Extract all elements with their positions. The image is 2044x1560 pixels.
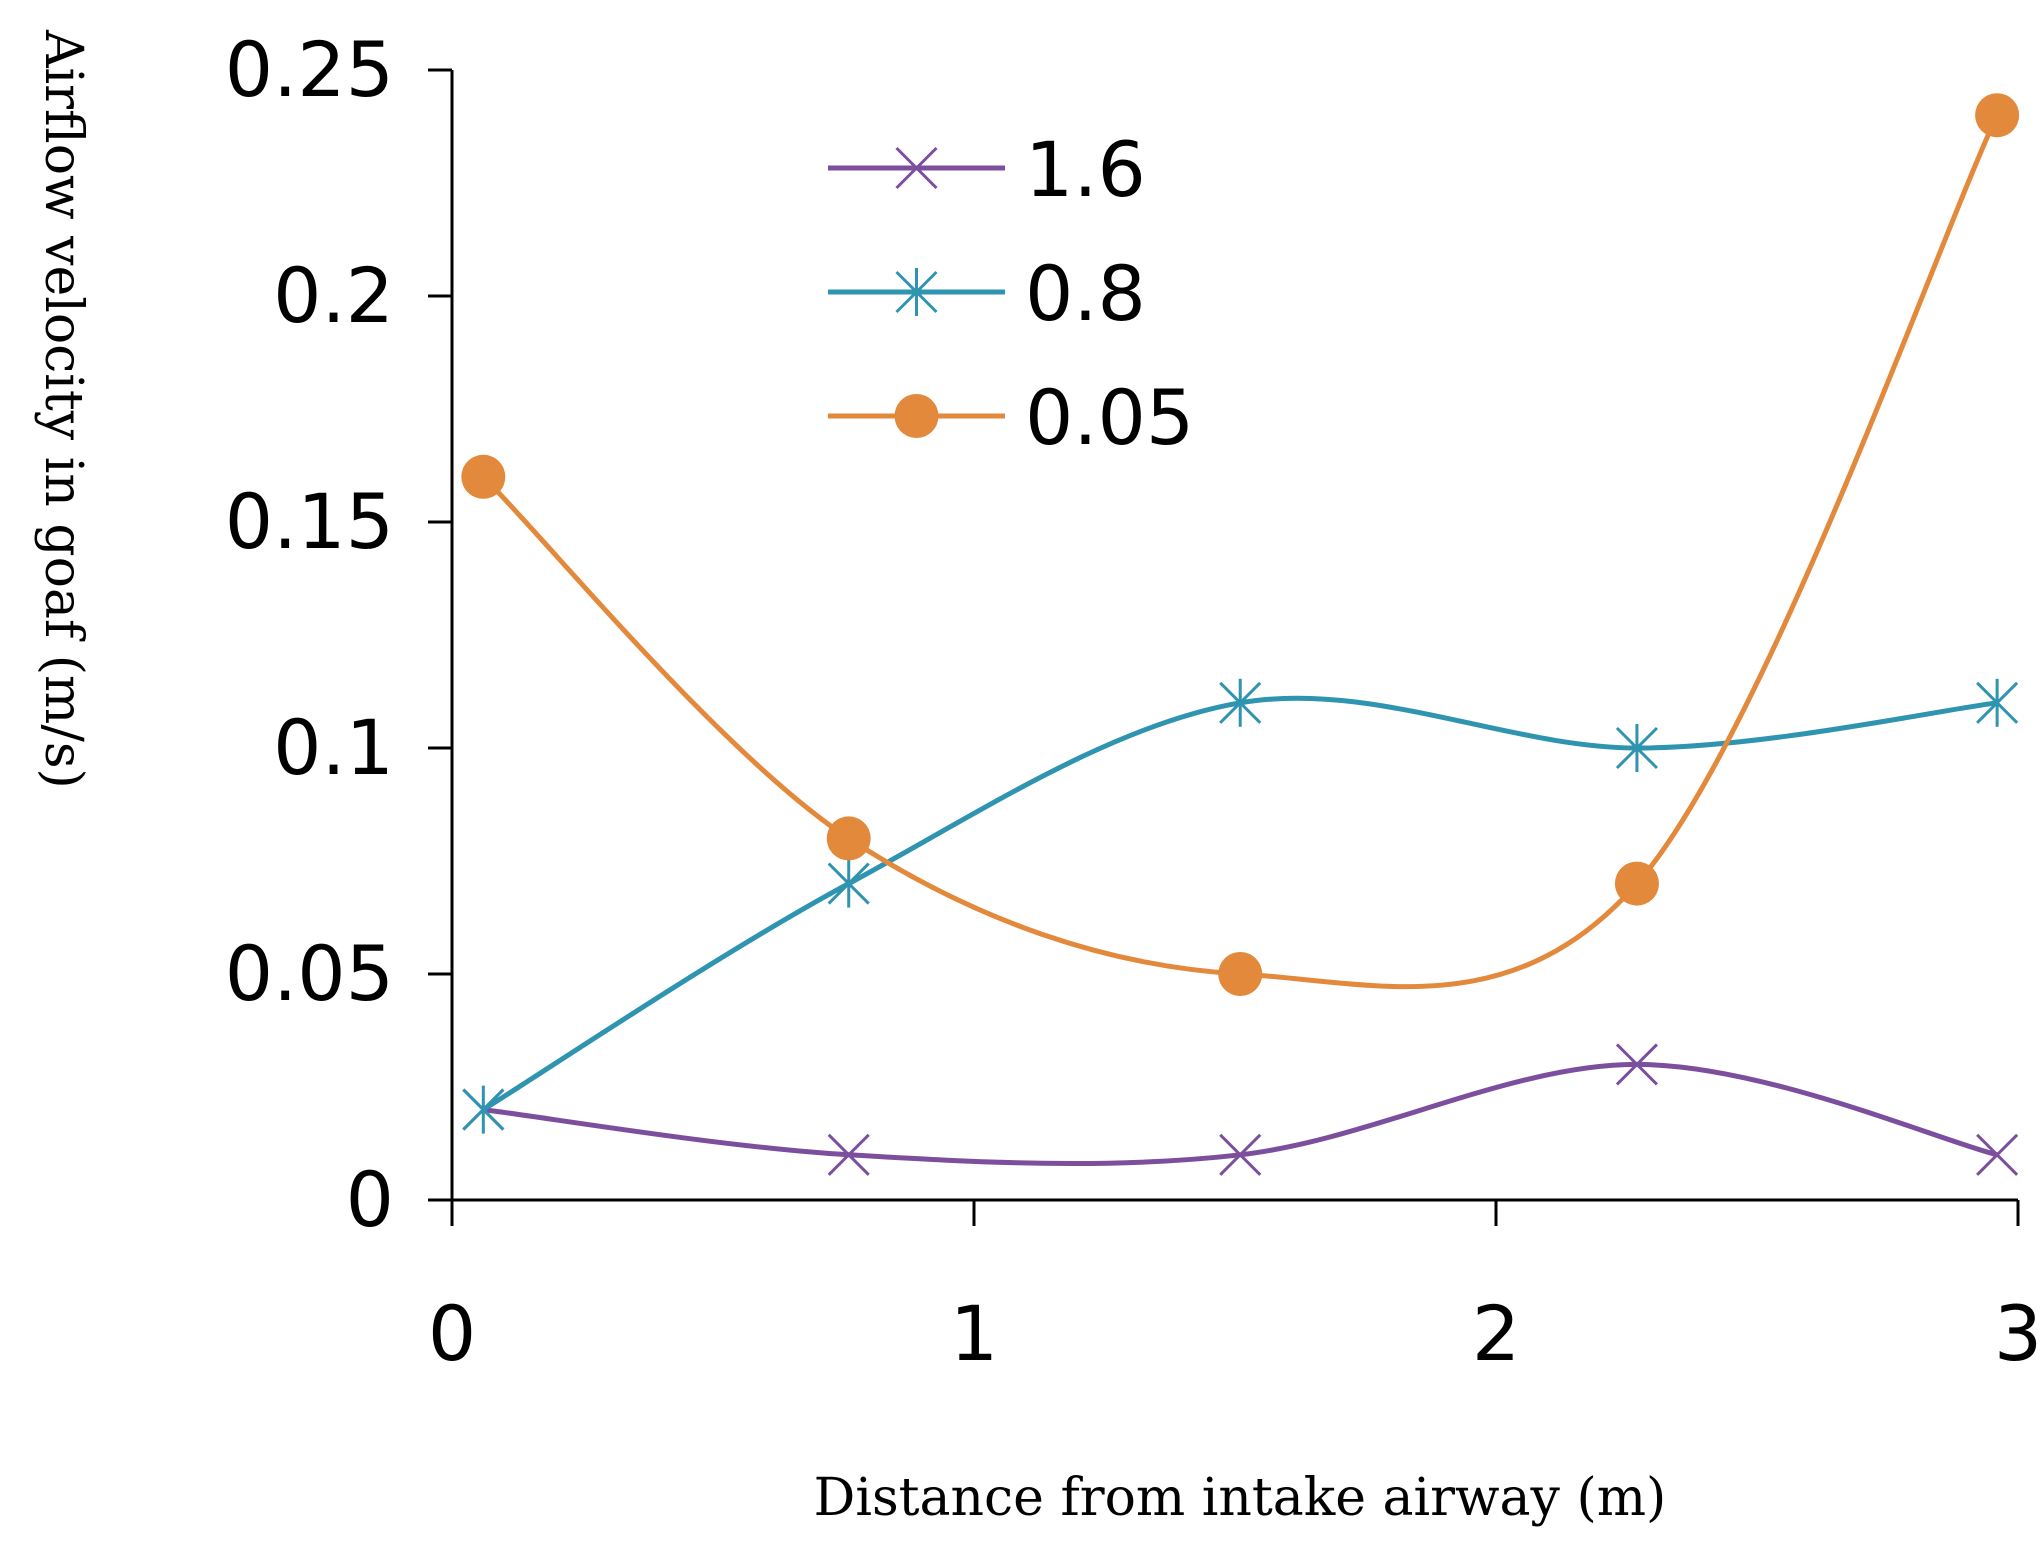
legend-item: 0.05 [828,373,1194,462]
legend-marker [894,394,939,438]
data-point [1219,678,1262,727]
x-tick-label: 1 [950,1289,998,1378]
series-line [481,114,2000,990]
legend-label: 0.8 [1025,249,1146,338]
legend: 1.6 0.8 0.05 [828,125,1194,462]
marker-stroke [895,146,938,190]
legend-marker [895,146,938,190]
series-1.6 [462,1043,2019,1176]
axes: 0 0.05 0.1 0.15 0.2 0.25 0 1 2 3 [225,25,2042,1378]
legend-marker [895,268,938,316]
legend-label: 1.6 [1025,125,1146,214]
data-point [1615,1043,1659,1086]
data-point [1976,1133,2019,1176]
legend-label: 0.05 [1025,373,1194,462]
data-point [826,816,871,861]
data-point [1218,952,1263,996]
x-axis-title: Distance from intake airway (m) [814,1468,1667,1528]
legend-item: 1.6 [828,125,1146,214]
y-tick-label: 0.25 [225,25,394,114]
legend-item: 0.8 [828,249,1146,338]
series-layer [461,93,2020,1176]
series-line [482,695,1998,1112]
x-tick-label: 0 [428,1289,476,1378]
marker-stroke [1615,1043,1659,1086]
data-point [1975,93,2020,138]
data-point [1614,861,1659,906]
data-point [461,454,506,499]
marker-stroke [1219,1133,1262,1176]
y-tick-label: 0 [346,1155,394,1244]
y-tick-label: 0.05 [225,929,394,1018]
series-line [483,1061,1998,1166]
marker-stroke [1976,1133,2019,1176]
y-tick-label: 0.2 [273,251,394,340]
marker-stroke [827,1133,870,1176]
y-axis-title: Airflow velocity in goaf (m/s) [33,29,93,789]
data-point [462,1085,505,1134]
data-point [1615,724,1659,772]
data-point [1976,678,2019,727]
data-point [1219,1133,1262,1176]
x-tick-label: 2 [1472,1289,1520,1378]
series-0.05 [461,93,2020,996]
series-0.8 [462,678,2019,1134]
y-tick-label: 0.15 [225,477,394,566]
data-point [827,1133,870,1176]
data-point [827,859,870,908]
x-tick-label: 3 [1994,1289,2042,1378]
y-tick-label: 0.1 [273,703,394,792]
